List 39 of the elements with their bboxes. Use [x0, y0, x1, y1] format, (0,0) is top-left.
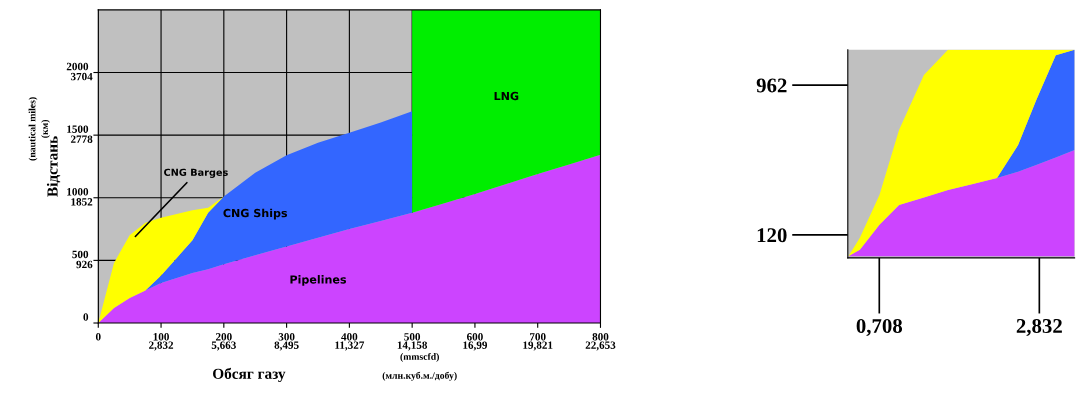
series-label: LNG: [494, 91, 519, 101]
text: (км): [41, 119, 50, 138]
x-tick-label: 400: [341, 333, 358, 341]
x2-tick-label: 14,158: [397, 341, 428, 351]
x2-tick-label: 2,832: [149, 341, 174, 351]
text: (nautical miles): [28, 97, 38, 161]
text: (млн.куб.м./добу): [382, 371, 457, 381]
x-tick-label: 0: [95, 333, 101, 341]
y2-tick-label: 3704: [70, 72, 93, 81]
y2-tick-label: 926: [76, 260, 93, 269]
x-tick-label: 100: [153, 333, 169, 341]
x2-tick-label: 16,99: [463, 341, 488, 351]
x-tick-label: 2,832: [1016, 318, 1062, 337]
y-tick-label: 120: [757, 228, 787, 243]
x-tick-label: 0,708: [856, 318, 903, 337]
series-label: Pipelines: [290, 275, 347, 286]
y-tick-label: 0: [83, 313, 89, 321]
y-tick-label: 1500: [67, 125, 89, 133]
y-tick-label: 962: [756, 78, 787, 93]
x-tick-label: 500: [404, 333, 421, 341]
x-tick-label: 600: [466, 333, 483, 341]
x2-tick-label: 5,663: [211, 341, 236, 351]
x2-tick-label: 8,495: [274, 341, 299, 351]
x2-tick-label: 19,821: [523, 341, 553, 351]
text: (mmscfd): [400, 352, 439, 362]
y-tick-label: 1000: [67, 188, 89, 196]
series-label: CNG Ships: [223, 208, 288, 220]
x-axis-title: Обсяг газу: [213, 367, 286, 383]
y2-tick-label: 2778: [70, 135, 93, 143]
x-tick-label: 700: [530, 333, 546, 341]
x2-tick-label: 11,327: [335, 341, 365, 351]
y-tick-label: 500: [72, 250, 89, 259]
x-tick-label: 300: [278, 333, 295, 341]
x2-tick-label: 22,653: [585, 341, 616, 351]
y-tick-label: 2000: [66, 62, 89, 71]
y2-tick-label: 1852: [71, 198, 93, 206]
y-axis-title: Відстань: [46, 136, 61, 197]
x-tick-label: 200: [215, 333, 232, 341]
x-tick-label: 800: [592, 333, 609, 341]
